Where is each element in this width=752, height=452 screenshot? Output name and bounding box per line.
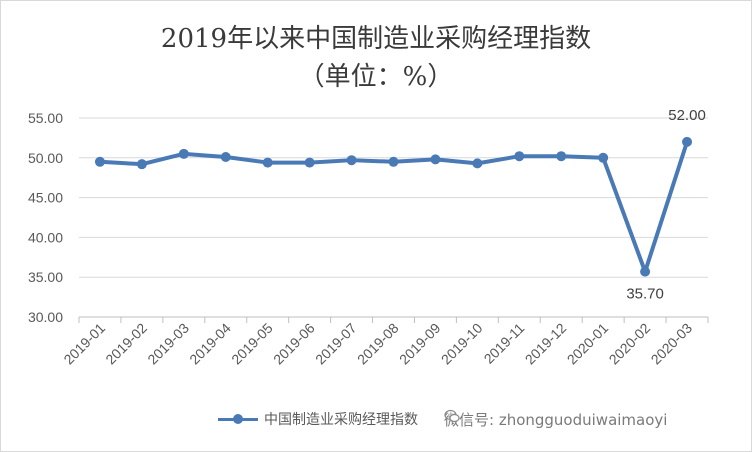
data-point bbox=[388, 156, 399, 167]
data-point bbox=[640, 266, 651, 277]
x-tick-label: 2019-01 bbox=[60, 320, 108, 368]
y-tick-label: 50.00 bbox=[28, 150, 63, 166]
legend: 中国制造业采购经理指数 bbox=[218, 408, 418, 430]
x-axis: 2019-012019-022019-032019-042019-052019-… bbox=[60, 316, 709, 368]
data-point bbox=[514, 151, 525, 162]
data-point bbox=[472, 158, 483, 169]
series-plot bbox=[94, 136, 693, 277]
y-axis: 30.00 35.00 40.00 45.00 50.00 55.00 bbox=[28, 110, 63, 325]
x-tick-label: 2019-12 bbox=[522, 320, 570, 368]
x-tick-label: 2019-04 bbox=[186, 320, 234, 368]
data-label: 35.70 bbox=[626, 286, 664, 303]
data-point bbox=[304, 157, 315, 168]
data-point bbox=[682, 136, 693, 147]
data-point bbox=[556, 151, 567, 162]
y-tick-label: 55.00 bbox=[28, 110, 63, 126]
chart-subtitle: （单位：%） bbox=[298, 62, 454, 92]
legend-label: 中国制造业采购经理指数 bbox=[264, 412, 418, 428]
y-tick-label: 30.00 bbox=[28, 309, 63, 325]
x-tick-label: 2020-02 bbox=[606, 320, 654, 368]
data-point bbox=[346, 155, 357, 166]
watermark: 微信号: zhongguoduiwaimaoyi bbox=[444, 408, 667, 430]
legend-line-marker-icon bbox=[218, 413, 258, 425]
x-tick-label: 2019-08 bbox=[354, 320, 402, 368]
x-tick-label: 2019-03 bbox=[144, 320, 192, 368]
x-tick-label: 2019-11 bbox=[481, 320, 528, 367]
y-tick-label: 40.00 bbox=[28, 229, 63, 245]
data-label: 52.00 bbox=[668, 107, 706, 124]
y-tick-label: 45.00 bbox=[28, 190, 63, 206]
data-point bbox=[94, 156, 105, 167]
data-point bbox=[178, 148, 189, 159]
x-tick-label: 2019-09 bbox=[396, 320, 444, 368]
x-tick-label: 2019-07 bbox=[312, 320, 360, 368]
data-point bbox=[430, 154, 441, 165]
x-tick-label: 2019-02 bbox=[102, 320, 150, 368]
data-point bbox=[262, 157, 273, 168]
data-point bbox=[598, 152, 609, 163]
x-tick-label: 2019-06 bbox=[270, 320, 318, 368]
data-labels: 35.70 52.00 bbox=[626, 107, 705, 303]
x-tick-label: 2019-10 bbox=[438, 320, 486, 368]
watermark-text: 微信号: zhongguoduiwaimaoyi bbox=[444, 410, 668, 429]
wechat-icon bbox=[444, 409, 460, 423]
x-tick-label: 2020-01 bbox=[564, 320, 612, 368]
data-point bbox=[136, 159, 147, 170]
gridlines bbox=[79, 117, 708, 318]
x-tick-label: 2019-05 bbox=[228, 320, 276, 368]
data-point bbox=[220, 152, 231, 163]
x-tick-label: 2020-03 bbox=[648, 320, 696, 368]
y-tick-label: 35.00 bbox=[28, 269, 63, 285]
chart-title: 2019年以来中国制造业采购经理指数 bbox=[160, 24, 592, 54]
